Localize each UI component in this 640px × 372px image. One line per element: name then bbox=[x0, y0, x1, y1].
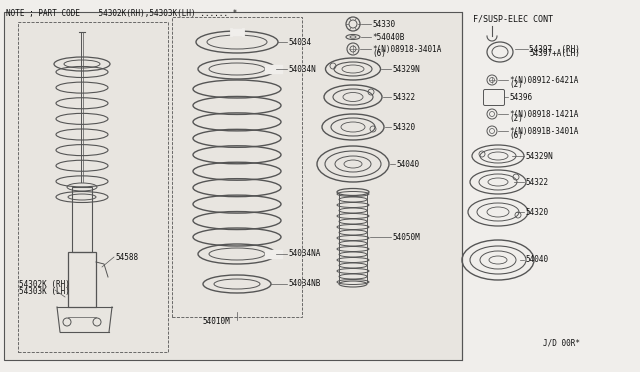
Text: 54034: 54034 bbox=[288, 38, 311, 46]
Text: (6): (6) bbox=[509, 131, 523, 140]
Text: 54303K (LH): 54303K (LH) bbox=[19, 287, 70, 296]
Text: (2): (2) bbox=[509, 80, 523, 89]
Text: 54329N: 54329N bbox=[392, 64, 420, 74]
Text: (2): (2) bbox=[509, 114, 523, 123]
Text: *(N)0891B-3401A: *(N)0891B-3401A bbox=[509, 126, 579, 135]
Text: *(N)08912-6421A: *(N)08912-6421A bbox=[509, 76, 579, 84]
Text: 54034NB: 54034NB bbox=[288, 279, 321, 289]
Text: 54396: 54396 bbox=[509, 93, 532, 102]
Text: 54040: 54040 bbox=[396, 160, 419, 169]
Text: 54588: 54588 bbox=[115, 253, 138, 262]
Text: 54010M: 54010M bbox=[202, 317, 230, 326]
Text: *54040B: *54040B bbox=[372, 32, 404, 42]
Text: 54397+A(LH): 54397+A(LH) bbox=[529, 49, 580, 58]
Text: 54050M: 54050M bbox=[392, 232, 420, 241]
Text: 54397  (RH): 54397 (RH) bbox=[529, 45, 580, 54]
Text: 54320: 54320 bbox=[392, 122, 415, 131]
Text: *(N)08918-3401A: *(N)08918-3401A bbox=[372, 45, 442, 54]
Bar bbox=[18, 22, 168, 352]
Bar bbox=[4, 12, 462, 360]
Text: NOTE ; PART CODE    54302K(RH),54303K(LH) ...... *: NOTE ; PART CODE 54302K(RH),54303K(LH) .… bbox=[6, 9, 237, 18]
Bar bbox=[172, 17, 302, 317]
Bar bbox=[68, 252, 96, 307]
Text: 54034NA: 54034NA bbox=[288, 250, 321, 259]
Text: (6): (6) bbox=[372, 49, 386, 58]
Text: J/D 00R*: J/D 00R* bbox=[543, 338, 580, 347]
Text: 54329N: 54329N bbox=[525, 151, 553, 160]
Text: 54320: 54320 bbox=[525, 208, 548, 217]
Text: 54302K (RH): 54302K (RH) bbox=[19, 280, 70, 289]
Text: 54040: 54040 bbox=[525, 256, 548, 264]
Text: F/SUSP-ELEC CONT: F/SUSP-ELEC CONT bbox=[473, 14, 553, 23]
Text: *(N)08918-1421A: *(N)08918-1421A bbox=[509, 109, 579, 119]
Text: 54322: 54322 bbox=[392, 93, 415, 102]
Text: 54330: 54330 bbox=[372, 19, 395, 29]
Text: 54034N: 54034N bbox=[288, 64, 316, 74]
Text: 54322: 54322 bbox=[525, 177, 548, 186]
Bar bbox=[72, 187, 92, 252]
